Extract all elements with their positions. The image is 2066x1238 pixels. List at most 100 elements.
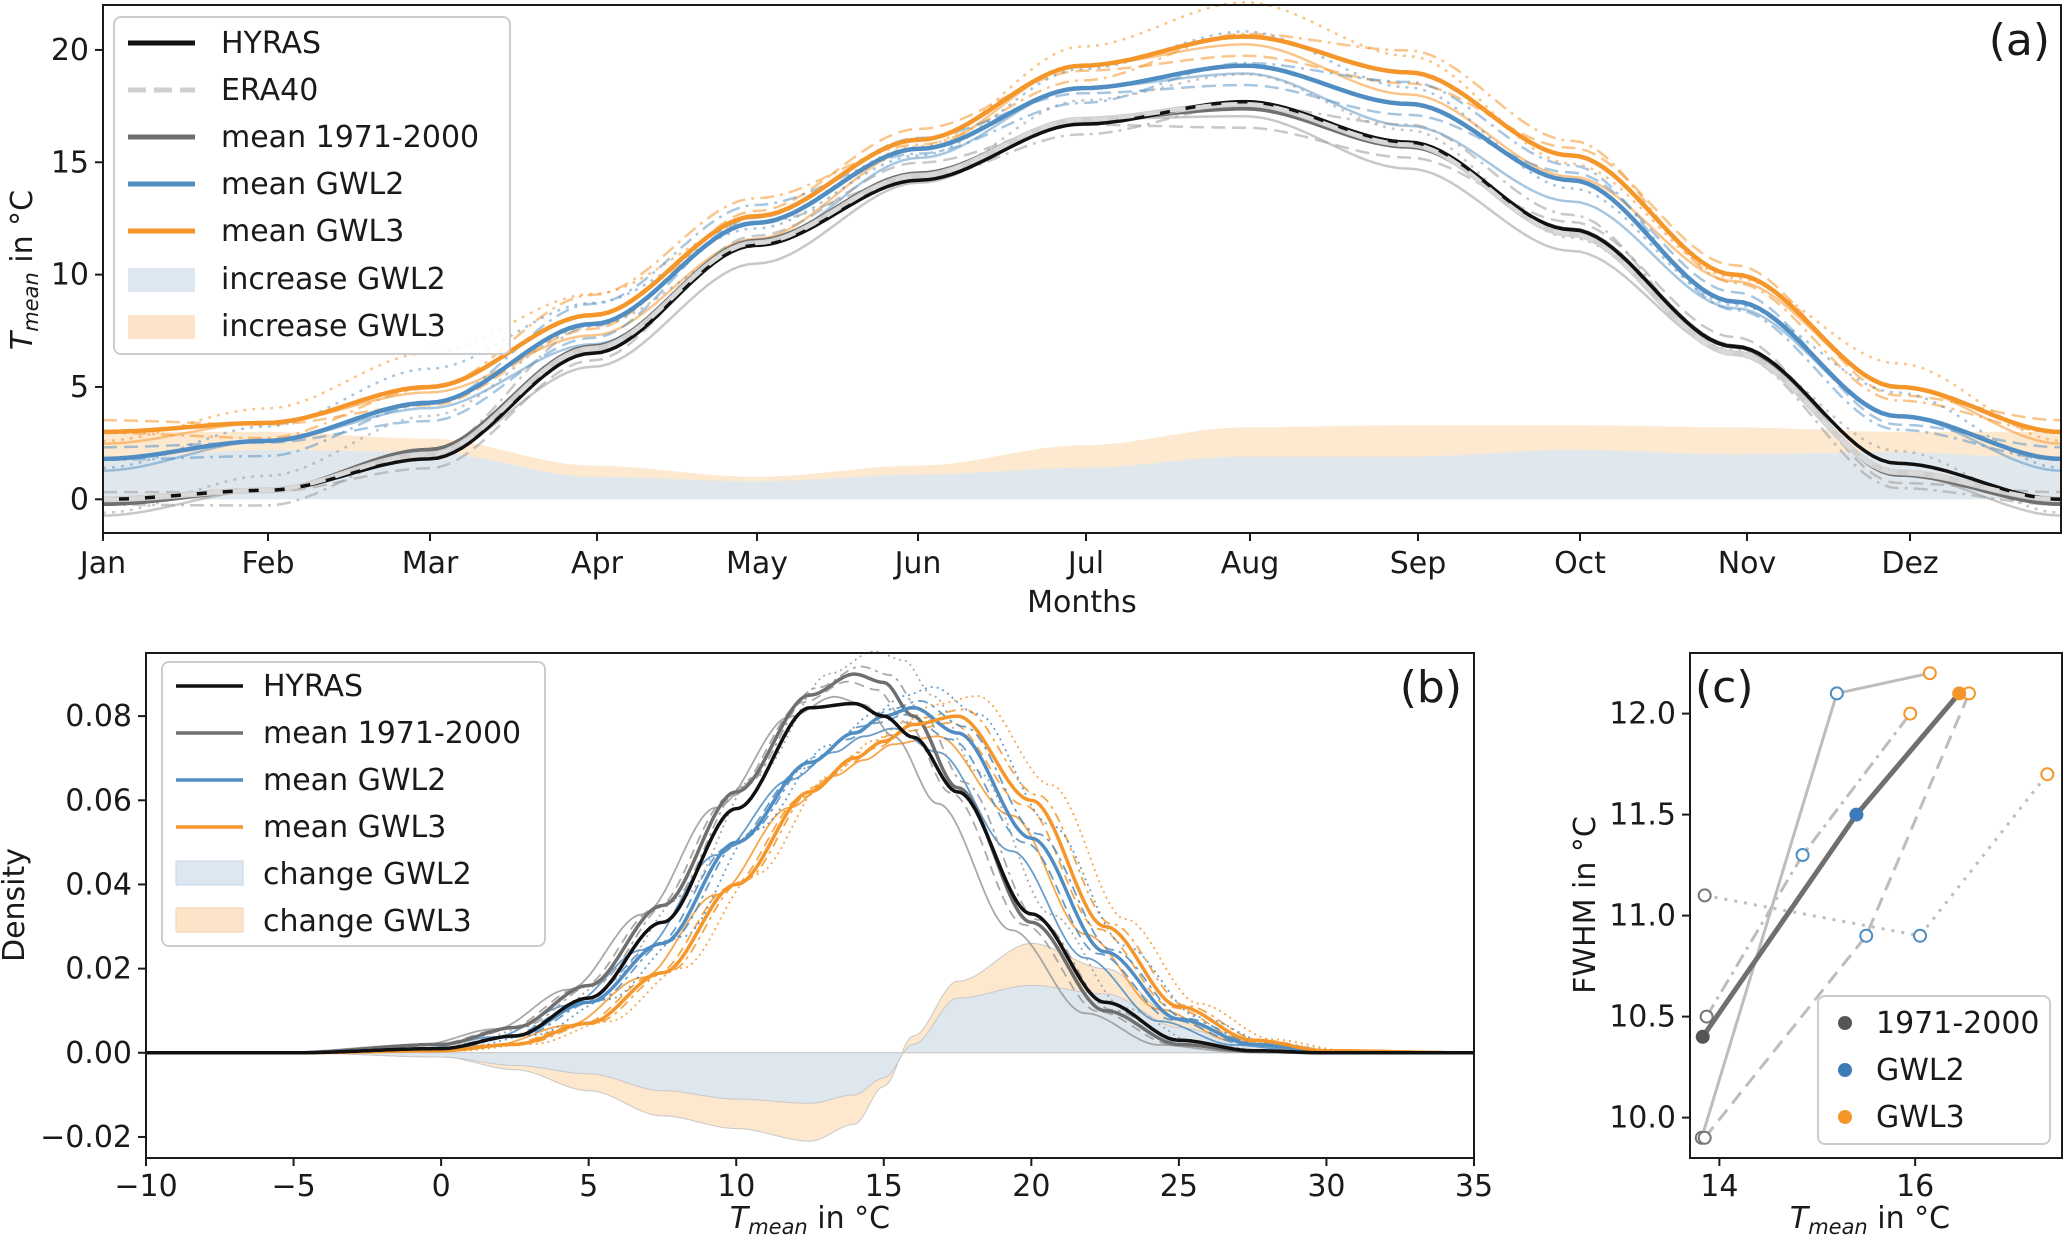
a-panel-tag: (a): [1989, 15, 2050, 66]
c-x-tick-label: 16: [1896, 1169, 1934, 1204]
b-x-axis-label: Tmean in °C: [730, 1201, 890, 1238]
a-x-tick-label: Dez: [1881, 546, 1938, 581]
b-x-tick-label: −5: [271, 1169, 315, 1204]
a-member-gwl2-4: [102, 30, 2062, 470]
c-mean-point-3: [1952, 686, 1967, 701]
c-member-point: [1829, 686, 1844, 701]
c-member-point: [1903, 706, 1918, 721]
a-legend-label-hyras: HYRAS: [221, 26, 321, 61]
c-legend: 1971-2000 GWL2 GWL3: [1817, 995, 2051, 1145]
a-x-tick-label: Nov: [1718, 546, 1777, 581]
b-x-tick-label: 15: [865, 1169, 903, 1204]
b-y-tick-label: 0.06: [65, 783, 132, 818]
a-legend-swatch-increase-gwl3: [128, 315, 195, 339]
a-fill-increase-gwl2: [103, 449, 2061, 500]
a-y-label-t: T: [5, 329, 40, 350]
a-legend-box: [113, 16, 511, 355]
a-x-tick-label: Oct: [1554, 546, 1606, 581]
a-line-layer: [102, 0, 2062, 517]
b-x-tick-label: 30: [1307, 1169, 1345, 1204]
a-member-gwl2-2: [103, 83, 2062, 449]
c-x-axis-label: Tmean in °C: [1790, 1201, 1950, 1238]
c-x-tick-label: 14: [1700, 1169, 1738, 1204]
a-member-hist-3: [103, 104, 2062, 507]
c-x-ticks: 14 16: [1700, 1158, 1934, 1204]
b-legend-swatch-change-gwl2: [175, 860, 244, 886]
b-y-axis-label: Density: [0, 848, 32, 962]
c-mean-point-2: [1849, 807, 1864, 822]
c-member-point: [1859, 928, 1874, 943]
c-y-tick-label: 12.0: [1609, 697, 1676, 732]
panel-a: Jan Feb Mar Apr May Jun Jul Aug Sep Oct Nov Dez 0 5 1…: [5, 0, 2062, 620]
a-plot-frame: [102, 4, 2062, 534]
a-y-tick-label: 5: [70, 370, 89, 405]
b-y-tick-label: 0.08: [65, 699, 132, 734]
b-legend-label-change-gwl2: change GWL2: [263, 857, 472, 892]
c-mean-layer: [1695, 686, 1967, 1044]
a-legend-label-gwl3: mean GWL3: [221, 214, 404, 249]
b-y-tick-label: 0.02: [65, 952, 132, 987]
c-member-layer: [1694, 666, 2055, 1145]
c-member-line-2: [1705, 712, 1912, 1018]
a-line-mean-gwl2: [102, 63, 2062, 462]
c-y-axis-label: FWHM in °C: [1568, 816, 1603, 994]
a-y-tick-label: 10: [51, 258, 89, 293]
c-x-label-sub: mean: [1808, 1215, 1868, 1238]
a-line-hyras: [102, 99, 2062, 502]
b-x-label-sub: mean: [748, 1215, 808, 1238]
c-member-point: [1699, 1009, 1714, 1024]
c-y-tick-label: 10.5: [1609, 1000, 1676, 1035]
c-member-line-4: [1704, 773, 2049, 938]
b-legend-swatch-change-gwl3: [175, 907, 244, 933]
c-legend-marker-gwl2: [1838, 1063, 1852, 1077]
c-y-ticks: 10.0 10.5 11.0 11.5 12.0: [1609, 697, 1690, 1136]
a-fill-layer: [103, 425, 2061, 500]
a-line-era40-dash: [102, 101, 2062, 502]
c-legend-marker-hist: [1838, 1016, 1852, 1030]
b-line-layer: [146, 650, 1475, 1055]
c-x-label-t: T: [1790, 1201, 1811, 1236]
b-x-tick-label: 35: [1455, 1169, 1493, 1204]
b-x-tick-label: −10: [114, 1169, 177, 1204]
b-legend-box: [161, 661, 546, 947]
a-member-gwl3-3: [102, 32, 2062, 440]
a-y-tick-label: 0: [70, 482, 89, 517]
c-legend-label-hist: 1971-2000: [1876, 1006, 2040, 1041]
panel-b: −10 −5 0 5 10 15 20 25 30 35 −0.02 0.00 0.02 0.04 0.0…: [0, 650, 1493, 1238]
a-x-tick-label: May: [726, 546, 788, 581]
a-y-tick-label: 15: [51, 145, 89, 180]
c-member-point: [1795, 848, 1810, 862]
a-x-tick-label: Sep: [1390, 546, 1447, 581]
a-x-tick-label: Jan: [78, 546, 126, 581]
a-legend-label-hist: mean 1971-2000: [221, 120, 479, 155]
a-line-mean-gwl3: [102, 34, 2062, 435]
a-y-ticks: 0 5 10 15 20: [51, 33, 103, 517]
a-member-gwl3-2: [102, 54, 2062, 426]
b-legend-label-change-gwl3: change GWL3: [263, 904, 472, 939]
b-y-tick-label: 0.04: [65, 867, 132, 902]
b-line-hyras: [146, 701, 1474, 1055]
b-x-label-t: T: [730, 1201, 751, 1236]
b-panel-tag: (b): [1400, 662, 1462, 713]
a-x-axis-label: Months: [1027, 585, 1137, 620]
c-y-tick-label: 10.0: [1609, 1101, 1676, 1136]
a-legend-label-increase-gwl2: increase GWL2: [221, 262, 446, 297]
a-y-label-rest: in °C: [5, 190, 40, 272]
a-x-tick-label: Feb: [241, 546, 294, 581]
c-legend-label-gwl3: GWL3: [1876, 1100, 1965, 1135]
b-legend-label-hist: mean 1971-2000: [263, 716, 521, 751]
c-member-point: [1922, 666, 1937, 681]
c-legend-box: [1817, 995, 2051, 1145]
a-y-tick-label: 20: [51, 33, 89, 68]
a-x-ticks: Jan Feb Mar Apr May Jun Jul Aug Sep Oct Nov Dez: [78, 533, 1939, 581]
c-y-tick-label: 11.5: [1609, 798, 1676, 833]
c-x-label-rest: in °C: [1868, 1201, 1950, 1236]
panel-c: 14 16 10.0 10.5 11.0 11.5 12.0 Tmean in °C FW…: [1568, 652, 2063, 1238]
a-y-label-sub: mean: [19, 272, 43, 332]
c-member-point: [1697, 888, 1712, 903]
c-legend-label-gwl2: GWL2: [1876, 1053, 1965, 1088]
b-plot-frame: [145, 652, 1475, 1159]
b-y-tick-label: −0.02: [40, 1120, 132, 1155]
b-x-label-rest: in °C: [808, 1201, 890, 1236]
